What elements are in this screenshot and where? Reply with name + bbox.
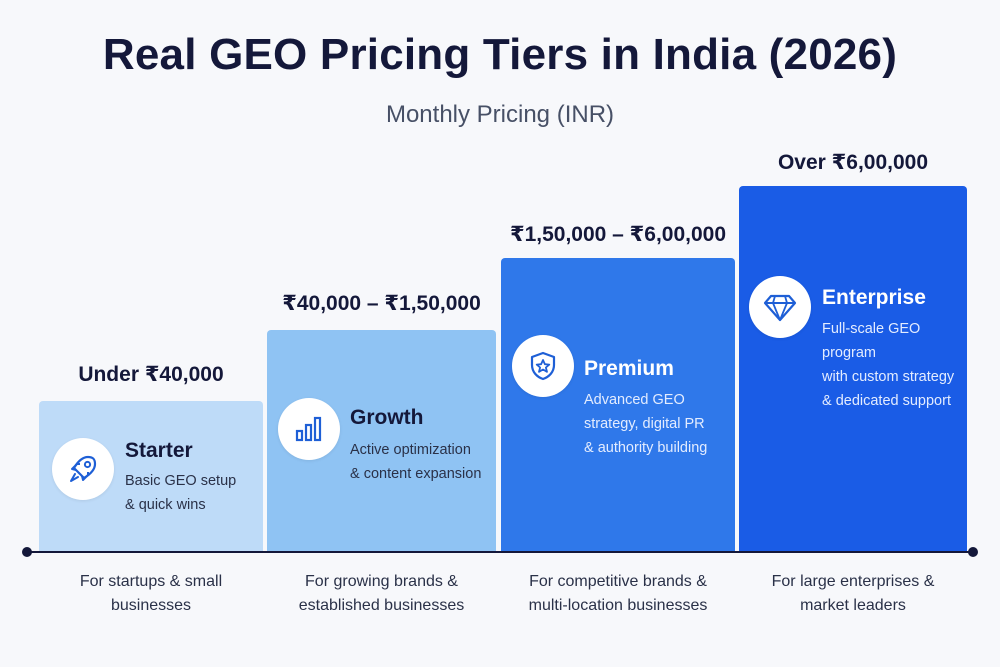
tier-price-starter: Under ₹40,000 — [78, 363, 224, 386]
page-title: Real GEO Pricing Tiers in India (2026) — [102, 30, 898, 79]
tier-block-enterprise: Enterprise Full-scale GEO program with c… — [739, 186, 967, 552]
tier-name-enterprise: Enterprise — [822, 286, 926, 309]
rocket-icon — [52, 438, 114, 500]
tier-description-starter: Basic GEO setup & quick wins — [125, 473, 237, 513]
page-subtitle: Monthly Pricing (INR) — [385, 101, 615, 128]
tier-name-starter: Starter — [125, 439, 193, 462]
tier-audience-premium: For competitive brands & multi-location … — [528, 573, 708, 614]
axis-start-dot — [22, 547, 32, 557]
tier-block-starter: Starter Basic GEO setup & quick wins — [39, 401, 263, 552]
tier-description-growth: Active optimization & content expansion — [350, 442, 482, 482]
bar-chart-icon — [278, 398, 340, 460]
tier-audience-starter: For startups & small businesses — [79, 573, 223, 614]
tier-description-premium: Advanced GEO strategy, digital PR & auth… — [584, 392, 708, 456]
tier-price-growth: ₹40,000 – ₹1,50,000 — [282, 292, 481, 315]
tier-price-enterprise: Over ₹6,00,000 — [777, 151, 929, 174]
tier-price-premium: ₹1,50,000 – ₹6,00,000 — [509, 223, 727, 246]
tier-block-growth: Growth Active optimization & content exp… — [267, 330, 496, 552]
tier-block-premium: Premium Advanced GEO strategy, digital P… — [501, 258, 735, 552]
axis-end-dot — [968, 547, 978, 557]
tier-name-growth: Growth — [350, 406, 424, 429]
baseline-axis — [27, 551, 973, 553]
tier-description-enterprise: Full-scale GEO program with custom strat… — [822, 321, 955, 409]
tier-audience-enterprise: For large enterprises & market leaders — [771, 573, 935, 614]
diamond-icon — [749, 276, 811, 338]
tier-name-premium: Premium — [584, 357, 674, 380]
shield-star-icon — [512, 335, 574, 397]
tier-audience-growth: For growing brands & established busines… — [298, 573, 465, 614]
